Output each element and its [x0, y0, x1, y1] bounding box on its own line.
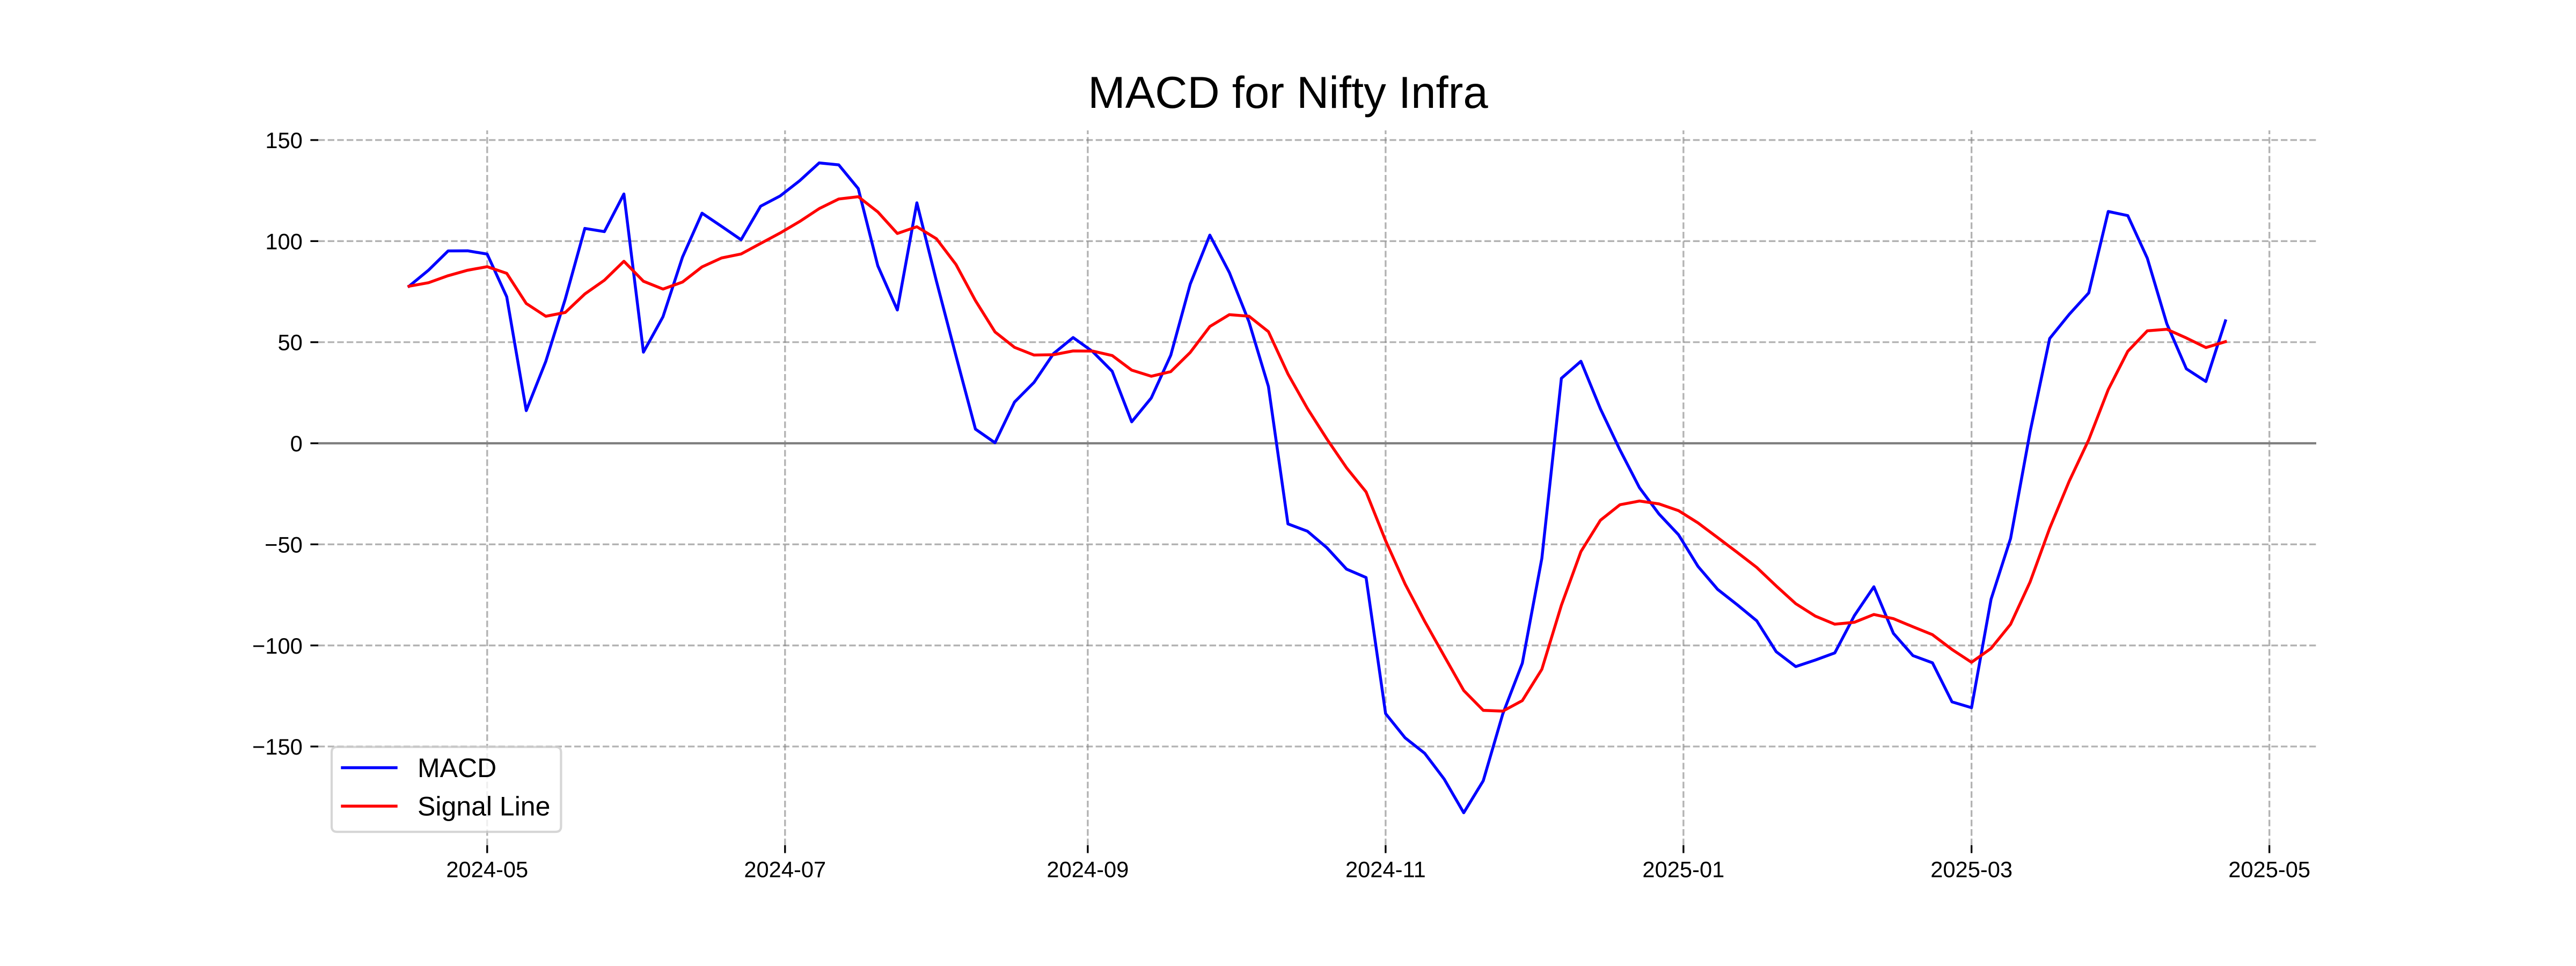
svg-text:50: 50 [277, 330, 302, 355]
svg-text:MACD: MACD [418, 753, 496, 783]
svg-text:2025-01: 2025-01 [1642, 857, 1724, 882]
svg-text:2025-03: 2025-03 [1930, 857, 2012, 882]
svg-text:2025-05: 2025-05 [2228, 857, 2310, 882]
svg-text:MACD for Nifty Infra: MACD for Nifty Infra [1088, 68, 1488, 118]
svg-text:2024-09: 2024-09 [1046, 857, 1129, 882]
svg-text:2024-05: 2024-05 [446, 857, 528, 882]
svg-text:−100: −100 [252, 633, 303, 658]
svg-text:0: 0 [290, 431, 303, 456]
svg-text:100: 100 [265, 229, 303, 254]
svg-text:−150: −150 [252, 734, 303, 759]
svg-text:2024-07: 2024-07 [744, 857, 826, 882]
svg-text:2024-11: 2024-11 [1345, 857, 1426, 882]
svg-text:Signal Line: Signal Line [418, 792, 550, 822]
svg-text:150: 150 [265, 128, 303, 153]
svg-text:−50: −50 [265, 532, 303, 557]
